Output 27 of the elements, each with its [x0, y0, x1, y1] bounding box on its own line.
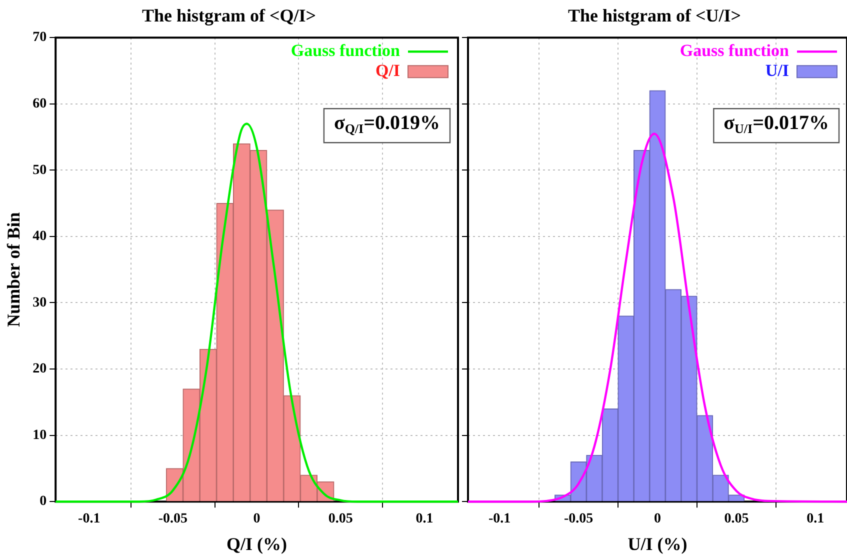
chart-title: The histgram of <U/I>: [568, 5, 742, 26]
chart-title: The histgram of <Q/I>: [142, 5, 316, 26]
legend-label: Gauss function: [680, 40, 790, 60]
x-axis-title: Q/I (%): [226, 534, 288, 554]
x-axis-title: U/I (%): [628, 534, 688, 554]
x-tick-label: 0: [654, 512, 661, 527]
y-axis-title: Number of Bin: [3, 212, 24, 327]
y-tick-label: 70: [32, 30, 47, 46]
y-tick-label: 10: [32, 428, 47, 443]
x-tick-label: 0.05: [724, 512, 749, 527]
y-tick-label: 20: [32, 362, 47, 377]
y-tick-label: 60: [32, 96, 47, 112]
legend-label: U/I: [765, 60, 790, 80]
x-tick-label: 0.1: [806, 512, 824, 527]
legend-label: Gauss function: [290, 40, 401, 60]
y-tick-label: 30: [32, 295, 47, 310]
y-tick-label: 0: [40, 494, 47, 510]
legend-label: Q/I: [375, 60, 400, 80]
x-tick-label: 0.1: [416, 512, 434, 527]
x-tick-label: -0.1: [488, 512, 511, 527]
x-tick-label: 0: [253, 512, 260, 527]
x-tick-label: 0.05: [328, 512, 353, 527]
y-tick-label: 50: [32, 162, 47, 178]
x-tick-label: -0.05: [158, 512, 188, 527]
x-tick-label: -0.05: [564, 512, 594, 527]
x-tick-label: -0.1: [78, 512, 100, 527]
y-tick-label: 40: [32, 229, 47, 244]
